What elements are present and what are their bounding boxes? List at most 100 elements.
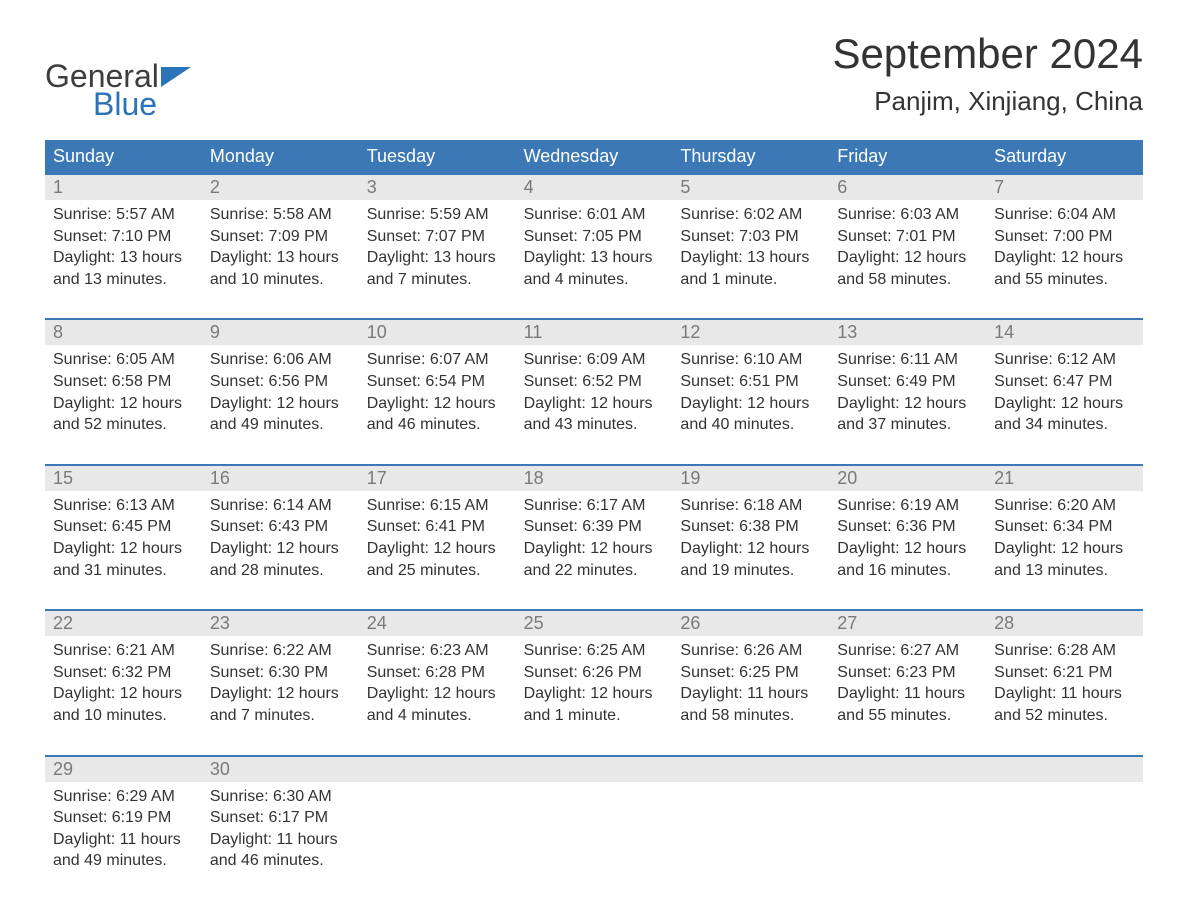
day-body: Sunrise: 6:27 AMSunset: 6:23 PMDaylight:… — [829, 636, 986, 736]
day-body: Sunrise: 6:02 AMSunset: 7:03 PMDaylight:… — [672, 200, 829, 300]
day-cell: 18Sunrise: 6:17 AMSunset: 6:39 PMDayligh… — [516, 466, 673, 591]
day-number: 16 — [202, 466, 359, 491]
day-body: Sunrise: 6:23 AMSunset: 6:28 PMDaylight:… — [359, 636, 516, 736]
day-sunrise: Sunrise: 6:25 AM — [524, 640, 665, 662]
day-dl2: and 55 minutes. — [994, 269, 1135, 291]
day-sunset: Sunset: 6:54 PM — [367, 371, 508, 393]
day-dl1: Daylight: 12 hours — [53, 538, 194, 560]
day-dl2: and 1 minute. — [524, 705, 665, 727]
week-row: 1Sunrise: 5:57 AMSunset: 7:10 PMDaylight… — [45, 173, 1143, 300]
day-cell: 11Sunrise: 6:09 AMSunset: 6:52 PMDayligh… — [516, 320, 673, 445]
day-sunset: Sunset: 6:28 PM — [367, 662, 508, 684]
day-sunset: Sunset: 6:58 PM — [53, 371, 194, 393]
day-sunrise: Sunrise: 6:29 AM — [53, 786, 194, 808]
day-cell: 6Sunrise: 6:03 AMSunset: 7:01 PMDaylight… — [829, 175, 986, 300]
day-sunrise: Sunrise: 6:06 AM — [210, 349, 351, 371]
days-of-week-header: SundayMondayTuesdayWednesdayThursdayFrid… — [45, 140, 1143, 173]
logo: General Blue — [45, 60, 191, 120]
day-dl2: and 7 minutes. — [210, 705, 351, 727]
day-sunset: Sunset: 6:49 PM — [837, 371, 978, 393]
day-sunrise: Sunrise: 6:13 AM — [53, 495, 194, 517]
day-body: Sunrise: 5:58 AMSunset: 7:09 PMDaylight:… — [202, 200, 359, 300]
day-dl1: Daylight: 11 hours — [53, 829, 194, 851]
day-sunset: Sunset: 6:25 PM — [680, 662, 821, 684]
day-dl1: Daylight: 11 hours — [680, 683, 821, 705]
day-sunset: Sunset: 7:07 PM — [367, 226, 508, 248]
day-dl1: Daylight: 13 hours — [524, 247, 665, 269]
day-body: Sunrise: 6:14 AMSunset: 6:43 PMDaylight:… — [202, 491, 359, 591]
page-title: September 2024 — [832, 30, 1143, 78]
day-sunrise: Sunrise: 6:30 AM — [210, 786, 351, 808]
day-dl1: Daylight: 13 hours — [53, 247, 194, 269]
dow-cell: Friday — [829, 140, 986, 173]
day-number: 30 — [202, 757, 359, 782]
day-dl1: Daylight: 13 hours — [210, 247, 351, 269]
day-number: 12 — [672, 320, 829, 345]
day-dl1: Daylight: 12 hours — [837, 247, 978, 269]
day-number: 29 — [45, 757, 202, 782]
logo-line2: Blue — [93, 88, 191, 120]
day-sunrise: Sunrise: 6:14 AM — [210, 495, 351, 517]
day-dl2: and 58 minutes. — [837, 269, 978, 291]
day-body: Sunrise: 6:28 AMSunset: 6:21 PMDaylight:… — [986, 636, 1143, 736]
dow-cell: Sunday — [45, 140, 202, 173]
day-cell: 7Sunrise: 6:04 AMSunset: 7:00 PMDaylight… — [986, 175, 1143, 300]
dow-cell: Saturday — [986, 140, 1143, 173]
day-sunset: Sunset: 6:38 PM — [680, 516, 821, 538]
day-dl2: and 10 minutes. — [210, 269, 351, 291]
day-sunrise: Sunrise: 6:10 AM — [680, 349, 821, 371]
day-dl1: Daylight: 13 hours — [367, 247, 508, 269]
day-dl1: Daylight: 12 hours — [837, 393, 978, 415]
day-dl1: Daylight: 12 hours — [367, 393, 508, 415]
day-dl2: and 52 minutes. — [53, 414, 194, 436]
day-sunset: Sunset: 7:00 PM — [994, 226, 1135, 248]
day-cell: 25Sunrise: 6:25 AMSunset: 6:26 PMDayligh… — [516, 611, 673, 736]
day-number: 17 — [359, 466, 516, 491]
day-body: Sunrise: 6:17 AMSunset: 6:39 PMDaylight:… — [516, 491, 673, 591]
day-cell: 28Sunrise: 6:28 AMSunset: 6:21 PMDayligh… — [986, 611, 1143, 736]
week-row: 15Sunrise: 6:13 AMSunset: 6:45 PMDayligh… — [45, 464, 1143, 591]
day-number: 21 — [986, 466, 1143, 491]
day-cell — [986, 757, 1143, 882]
day-sunrise: Sunrise: 6:11 AM — [837, 349, 978, 371]
day-sunrise: Sunrise: 6:12 AM — [994, 349, 1135, 371]
day-dl1: Daylight: 12 hours — [524, 538, 665, 560]
day-dl1: Daylight: 11 hours — [994, 683, 1135, 705]
day-number: 20 — [829, 466, 986, 491]
day-sunset: Sunset: 6:52 PM — [524, 371, 665, 393]
day-number: 11 — [516, 320, 673, 345]
day-dl2: and 4 minutes. — [367, 705, 508, 727]
location: Panjim, Xinjiang, China — [832, 86, 1143, 117]
day-body: Sunrise: 6:22 AMSunset: 6:30 PMDaylight:… — [202, 636, 359, 736]
day-body: Sunrise: 6:15 AMSunset: 6:41 PMDaylight:… — [359, 491, 516, 591]
day-number-empty — [829, 757, 986, 782]
day-dl2: and 31 minutes. — [53, 560, 194, 582]
day-sunset: Sunset: 6:39 PM — [524, 516, 665, 538]
day-sunset: Sunset: 6:47 PM — [994, 371, 1135, 393]
day-sunrise: Sunrise: 6:21 AM — [53, 640, 194, 662]
day-sunset: Sunset: 7:05 PM — [524, 226, 665, 248]
day-body: Sunrise: 6:12 AMSunset: 6:47 PMDaylight:… — [986, 345, 1143, 445]
day-dl2: and 7 minutes. — [367, 269, 508, 291]
day-dl2: and 49 minutes. — [53, 850, 194, 872]
week-row: 29Sunrise: 6:29 AMSunset: 6:19 PMDayligh… — [45, 755, 1143, 882]
day-body: Sunrise: 6:06 AMSunset: 6:56 PMDaylight:… — [202, 345, 359, 445]
dow-cell: Tuesday — [359, 140, 516, 173]
day-sunset: Sunset: 6:17 PM — [210, 807, 351, 829]
day-sunrise: Sunrise: 5:59 AM — [367, 204, 508, 226]
day-cell: 29Sunrise: 6:29 AMSunset: 6:19 PMDayligh… — [45, 757, 202, 882]
day-number: 1 — [45, 175, 202, 200]
day-sunset: Sunset: 6:36 PM — [837, 516, 978, 538]
day-number: 15 — [45, 466, 202, 491]
day-cell: 20Sunrise: 6:19 AMSunset: 6:36 PMDayligh… — [829, 466, 986, 591]
day-cell: 16Sunrise: 6:14 AMSunset: 6:43 PMDayligh… — [202, 466, 359, 591]
day-number-empty — [359, 757, 516, 782]
day-dl1: Daylight: 11 hours — [837, 683, 978, 705]
day-dl2: and 55 minutes. — [837, 705, 978, 727]
day-number: 14 — [986, 320, 1143, 345]
day-dl2: and 43 minutes. — [524, 414, 665, 436]
day-sunset: Sunset: 6:23 PM — [837, 662, 978, 684]
day-body: Sunrise: 6:30 AMSunset: 6:17 PMDaylight:… — [202, 782, 359, 882]
day-number: 7 — [986, 175, 1143, 200]
dow-cell: Monday — [202, 140, 359, 173]
